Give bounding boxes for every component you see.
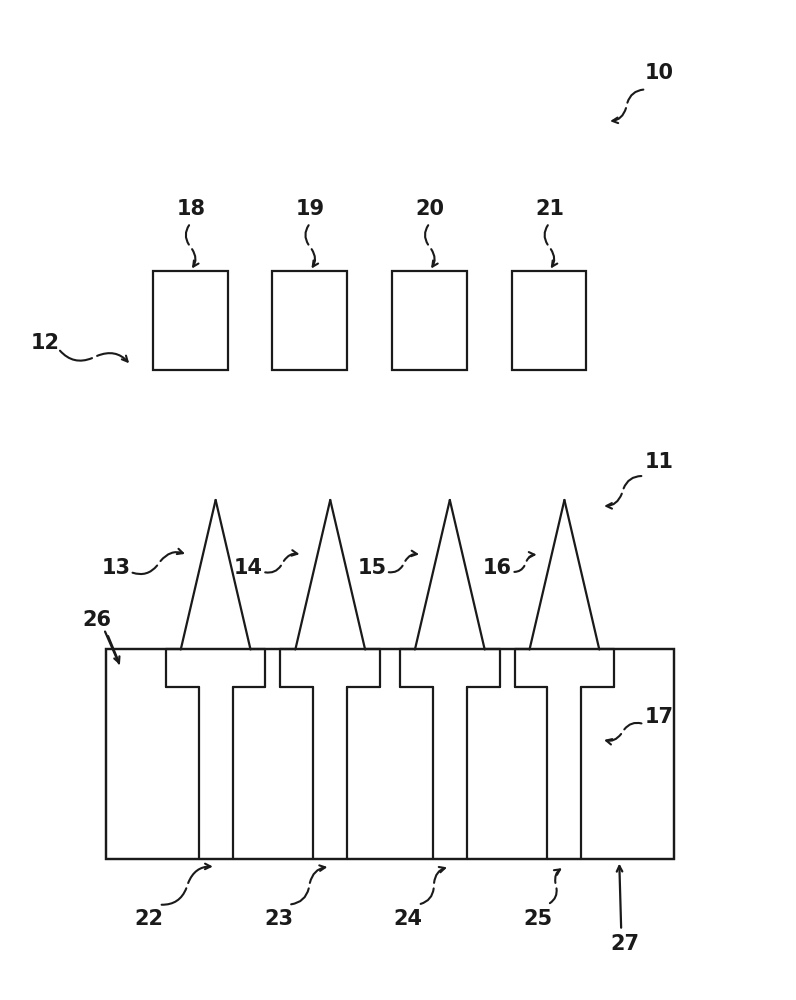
Bar	[512, 271, 587, 370]
Bar	[106, 649, 674, 859]
Text: 23: 23	[264, 909, 293, 929]
Bar	[272, 271, 347, 370]
Bar	[392, 271, 466, 370]
Text: 27: 27	[611, 934, 640, 954]
Text: 18: 18	[176, 199, 205, 219]
Text: 16: 16	[483, 558, 512, 578]
Text: 15: 15	[357, 558, 387, 578]
Bar	[153, 271, 228, 370]
Text: 26: 26	[83, 610, 111, 630]
Text: 22: 22	[135, 909, 163, 929]
Text: 24: 24	[393, 909, 423, 929]
Text: 14: 14	[234, 558, 263, 578]
Text: 20: 20	[416, 199, 444, 219]
Text: 13: 13	[101, 558, 131, 578]
Text: 11: 11	[645, 452, 673, 472]
Text: 17: 17	[645, 707, 673, 727]
Text: 19: 19	[296, 199, 325, 219]
Bar	[106, 649, 674, 859]
Text: 21: 21	[535, 199, 564, 219]
Text: 25: 25	[523, 909, 552, 929]
Text: 10: 10	[645, 63, 673, 83]
Text: 12: 12	[31, 333, 60, 353]
